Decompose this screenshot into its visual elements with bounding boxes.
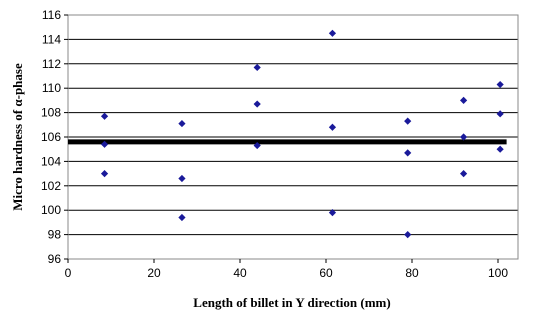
y-tick-label-100: 100 <box>41 203 61 217</box>
y-tick-label-116: 116 <box>42 8 61 22</box>
data-point-16 <box>460 96 468 104</box>
data-point-8 <box>253 100 261 108</box>
y-tick-label-106: 106 <box>41 130 61 144</box>
data-point-9 <box>253 141 261 150</box>
data-point-2 <box>100 140 109 148</box>
y-tick-label-112: 112 <box>42 57 61 71</box>
data-point-20 <box>496 110 504 118</box>
y-tick-label-96: 96 <box>48 252 62 266</box>
x-axis-ticks: 0 20 40 60 80 100 <box>65 259 508 280</box>
data-point-10 <box>328 29 337 37</box>
data-point-1 <box>100 112 109 120</box>
x-tick-label-20: 20 <box>147 266 161 280</box>
data-point-7 <box>253 63 261 72</box>
data-point-19 <box>496 80 504 89</box>
x-tick-label-100: 100 <box>488 266 508 280</box>
data-point-6 <box>178 213 186 222</box>
data-point-14 <box>404 149 412 157</box>
data-point-18 <box>460 170 468 178</box>
data-point-4 <box>178 119 186 128</box>
y-tick-label-102: 102 <box>41 179 61 193</box>
y-tick-label-98: 98 <box>48 228 62 242</box>
y-tick-label-104: 104 <box>41 154 61 168</box>
data-point-21 <box>496 145 504 153</box>
y-axis-ticks: 96 98 100 102 104 106 108 110 112 114 116 <box>41 8 68 266</box>
y-tick-label-114: 114 <box>42 32 61 46</box>
x-tick-label-80: 80 <box>405 266 419 280</box>
y-axis-title: Micro hardness of α-phase <box>10 63 25 211</box>
y-tick-label-110: 110 <box>42 81 61 95</box>
data-point-13 <box>404 117 412 125</box>
x-tick-label-60: 60 <box>319 266 333 280</box>
data-point-15 <box>404 231 412 239</box>
y-tick-label-108: 108 <box>41 106 61 120</box>
data-point-17 <box>460 133 468 141</box>
data-points <box>100 29 504 239</box>
x-tick-label-0: 0 <box>65 266 72 280</box>
x-tick-label-40: 40 <box>233 266 247 280</box>
gridlines <box>68 38 518 236</box>
data-point-12 <box>328 209 337 217</box>
data-point-3 <box>100 170 109 178</box>
data-point-5 <box>178 174 186 183</box>
data-point-11 <box>328 123 337 131</box>
x-axis-title: Length of billet in Y direction (mm) <box>193 295 390 310</box>
